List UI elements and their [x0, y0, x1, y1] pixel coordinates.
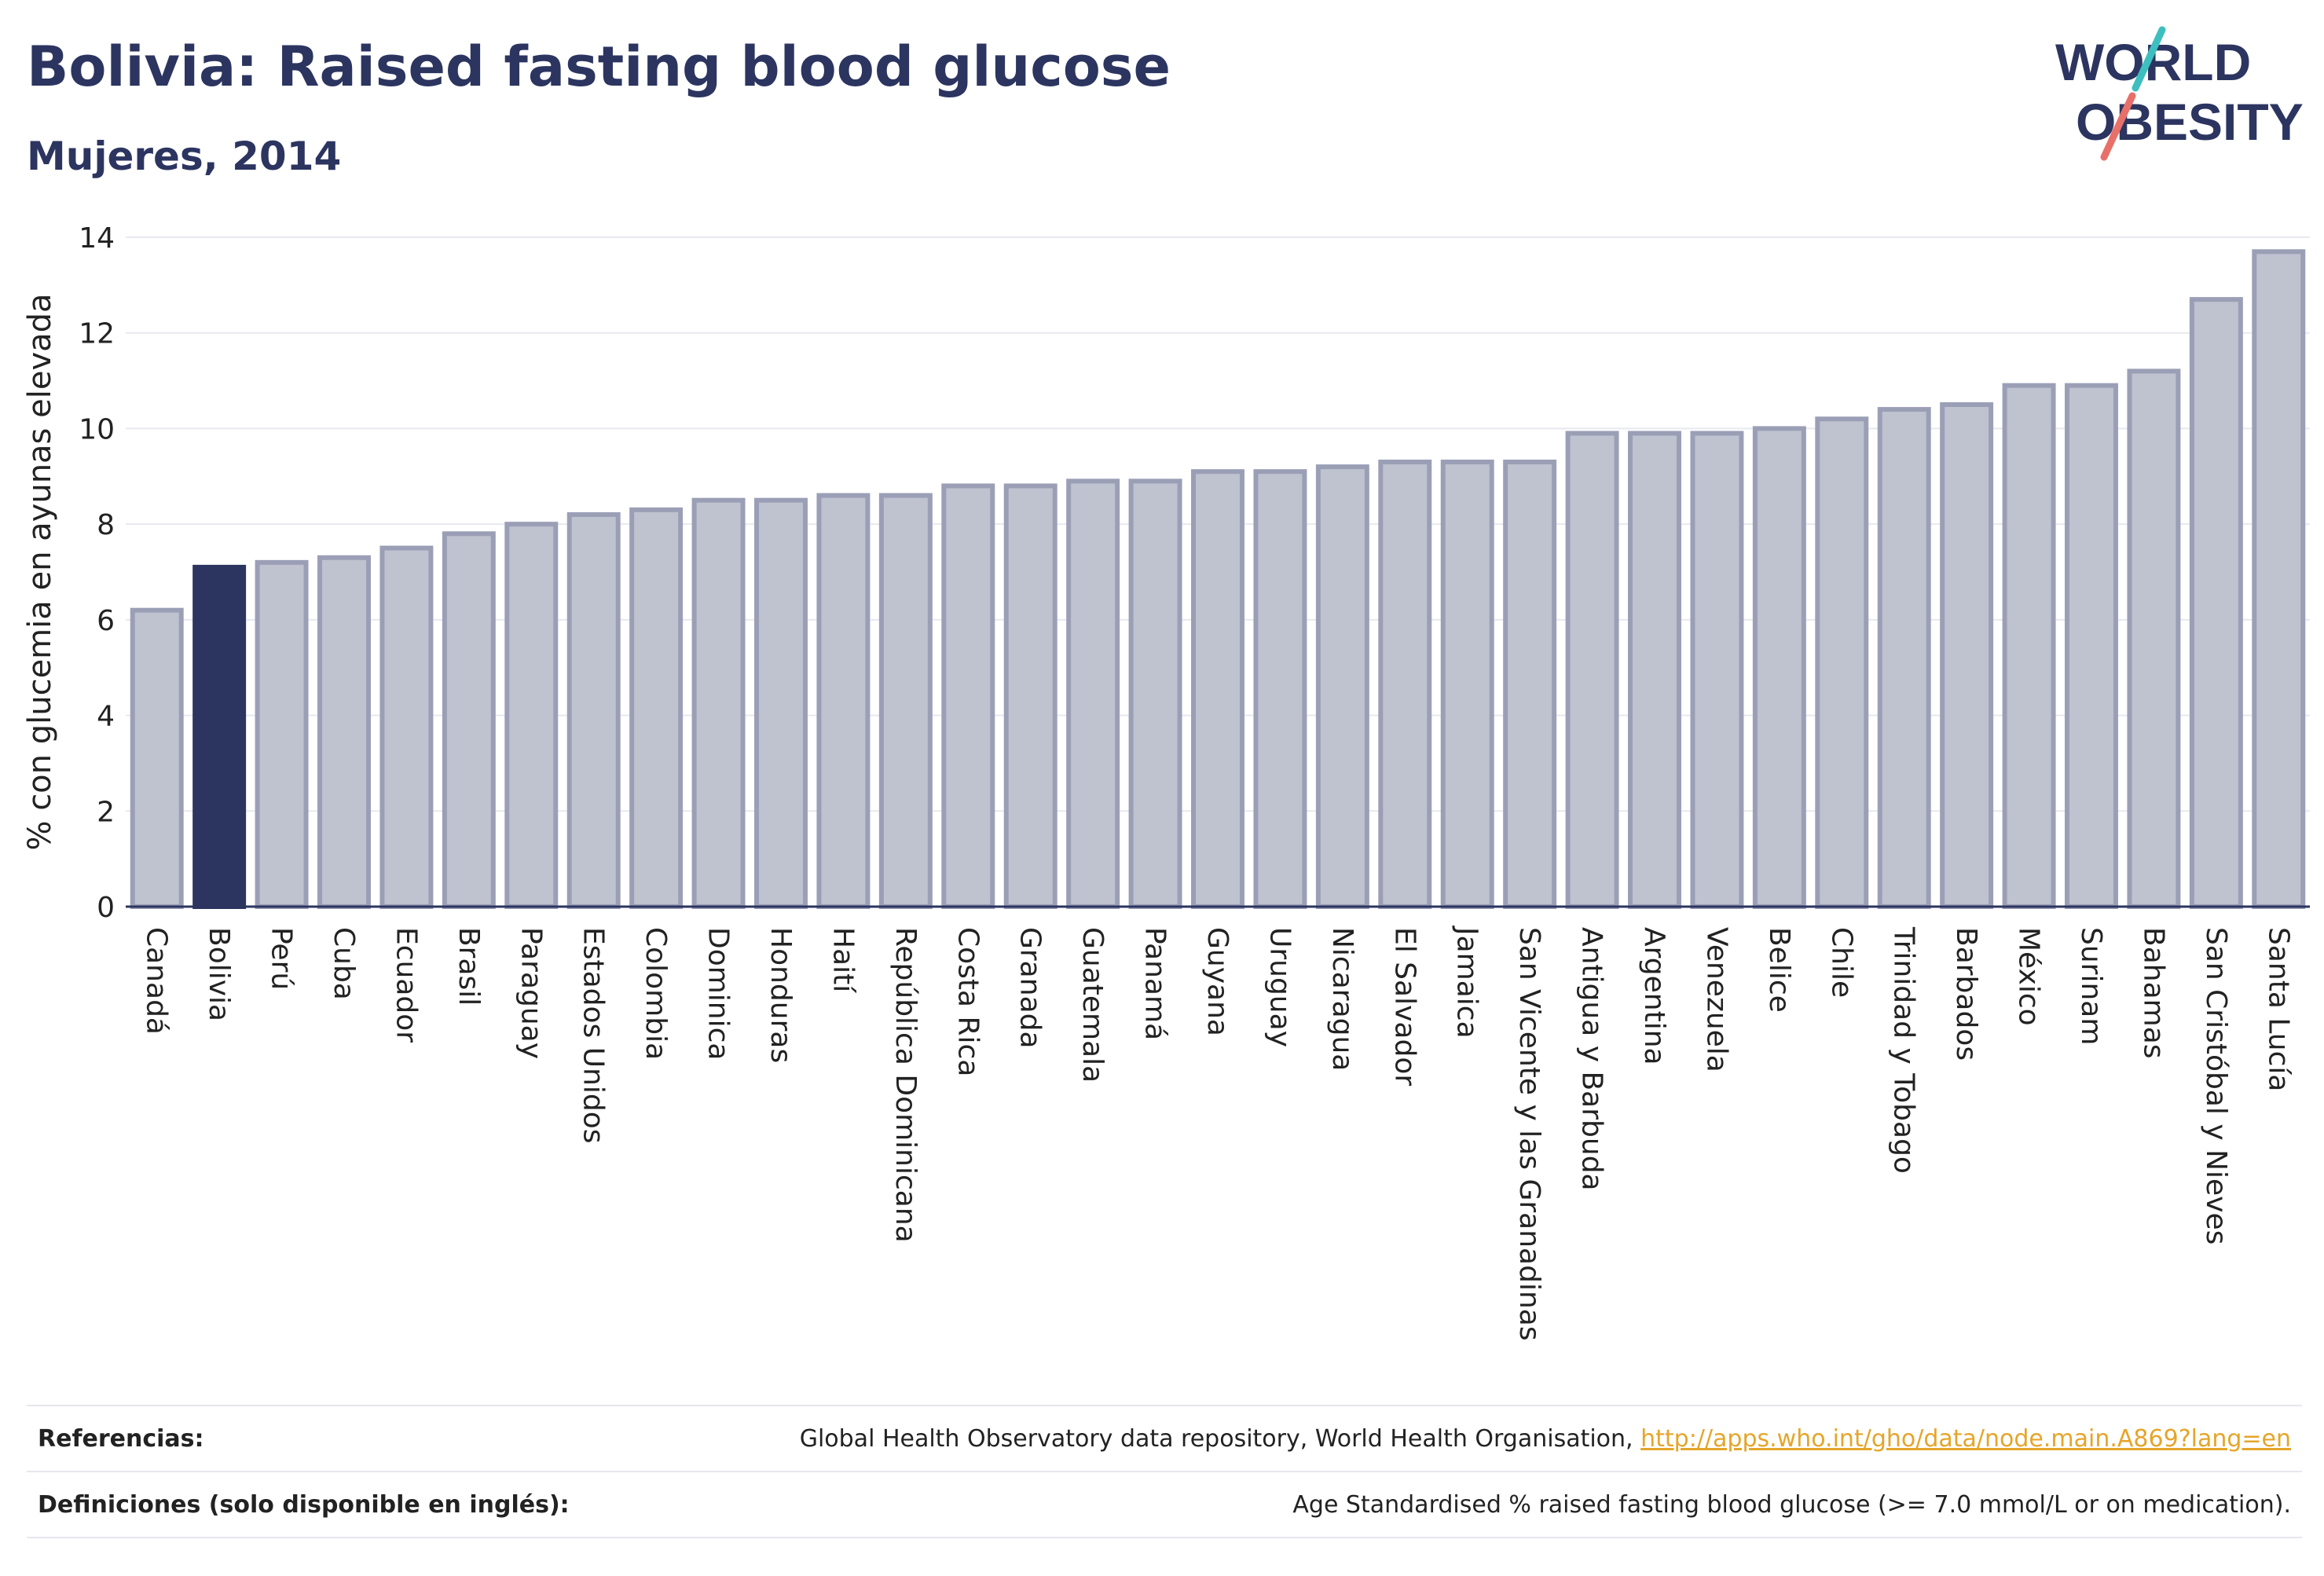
x-tick-label: Perú	[266, 927, 298, 990]
bar-granada[interactable]	[1003, 483, 1058, 909]
x-tick-label: Panamá	[1139, 927, 1171, 1040]
references-link[interactable]: http://apps.who.int/gho/data/node.main.A…	[1640, 1424, 2291, 1453]
x-tick-label: San Vicente y las Granadinas	[1513, 927, 1545, 1341]
bar-colombia[interactable]	[629, 507, 684, 910]
x-tick-label: Bahamas	[2137, 927, 2169, 1059]
bar-bolivia[interactable]	[192, 564, 247, 910]
y-tick-label: 6	[97, 605, 115, 637]
bar-brasil[interactable]	[442, 531, 496, 909]
x-tick-label: México	[2013, 927, 2045, 1026]
x-tick-label: Uruguay	[1263, 927, 1296, 1047]
bar-estados-unidos[interactable]	[566, 511, 621, 909]
bar-chart: 0 2 4 6 8 10 12 14 Canadá Bolivia Perú Cuba Ecuador…	[22, 222, 2310, 1341]
bar-surinam[interactable]	[2065, 383, 2118, 909]
x-tick-label: República Dominicana	[889, 927, 922, 1243]
y-tick-label: 2	[97, 796, 115, 828]
x-tick-label: Nicaragua	[1326, 927, 1358, 1071]
bar-canadá[interactable]	[130, 607, 184, 910]
bar-paraguay[interactable]	[504, 522, 559, 910]
bar-guyana[interactable]	[1191, 469, 1244, 909]
bar-costa-rica[interactable]	[941, 483, 995, 909]
chart-title: Bolivia: Raised fasting blood glucose	[27, 35, 1171, 99]
bar-venezuela[interactable]	[1690, 431, 1744, 909]
y-tick-label: 8	[97, 509, 115, 541]
bar-ecuador[interactable]	[379, 545, 434, 909]
bar-nicaragua[interactable]	[1315, 464, 1369, 909]
bar-jamaica[interactable]	[1440, 460, 1494, 909]
bar-argentina[interactable]	[1628, 431, 1681, 909]
x-tick-label: Dominica	[702, 927, 735, 1061]
bar-trinidad-y-tobago[interactable]	[1877, 407, 1931, 909]
y-tick-label: 4	[97, 701, 115, 733]
y-axis-ticks: 0 2 4 6 8 10 12 14	[79, 222, 115, 924]
x-tick-label: Ecuador	[390, 927, 422, 1043]
bar-bahamas[interactable]	[2127, 368, 2181, 909]
chart-subtitle: Mujeres, 2014	[27, 134, 342, 179]
bar-guatemala[interactable]	[1066, 478, 1120, 909]
definitions-label: Definiciones (solo disponible en inglés)…	[38, 1490, 570, 1519]
x-tick-label: Argentina	[1638, 927, 1670, 1065]
bar-santa-lucía[interactable]	[2252, 249, 2306, 909]
x-tick-label: San Cristóbal y Nieves	[2200, 927, 2232, 1244]
bar-haití[interactable]	[816, 493, 871, 909]
x-tick-label: Venezuela	[1700, 927, 1732, 1072]
x-tick-label: Brasil	[453, 927, 485, 1006]
x-tick-label: Granada	[1014, 927, 1047, 1049]
x-tick-label: Chile	[1825, 927, 1857, 998]
y-tick-label: 10	[79, 413, 115, 445]
x-tick-label: Paraguay	[515, 927, 547, 1059]
x-tick-label: Barbados	[1950, 927, 1982, 1061]
bar-el-salvador[interactable]	[1378, 460, 1432, 909]
world-obesity-logo: WORLD OBESITY	[2055, 26, 2304, 161]
bar-san-vicente-y-las-granadinas[interactable]	[1503, 460, 1557, 909]
bar-república-dominicana[interactable]	[878, 493, 933, 909]
logo-slash-bottom-icon	[2100, 92, 2136, 161]
bar-san-cristóbal-y-nieves[interactable]	[2189, 297, 2243, 910]
bars	[130, 249, 2306, 910]
references-row: Referencias: Global Health Observatory d…	[27, 1405, 2302, 1471]
bar-honduras[interactable]	[754, 497, 808, 909]
references-label: Referencias:	[38, 1424, 204, 1453]
x-tick-label: Santa Lucía	[2262, 927, 2294, 1091]
x-tick-label: Canadá	[141, 927, 173, 1035]
x-tick-label: Belice	[1763, 927, 1795, 1013]
y-axis-label: % con glucemia en ayunas elevada	[22, 293, 58, 850]
bar-méxico[interactable]	[2002, 383, 2056, 909]
y-tick-label: 12	[79, 318, 115, 350]
bar-belice[interactable]	[1752, 426, 1806, 909]
x-tick-label: Guatemala	[1076, 927, 1109, 1083]
x-tick-label: Surinam	[2075, 927, 2107, 1045]
x-axis-ticks: Canadá Bolivia Perú Cuba Ecuador Brasil Paragu…	[141, 925, 2295, 1341]
x-tick-label: Colombia	[640, 927, 672, 1060]
bar-dominica[interactable]	[691, 497, 746, 909]
bar-perú[interactable]	[255, 559, 309, 909]
references-text: Global Health Observatory data repositor…	[799, 1424, 1633, 1453]
x-tick-label: Costa Rica	[951, 927, 984, 1076]
x-tick-label: El Salvador	[1388, 927, 1420, 1086]
y-tick-label: 14	[79, 222, 115, 255]
bar-uruguay[interactable]	[1253, 469, 1307, 909]
definitions-row: Definiciones (solo disponible en inglés)…	[27, 1471, 2302, 1538]
x-tick-label: Bolivia	[203, 927, 235, 1021]
x-tick-label: Guyana	[1201, 927, 1233, 1036]
definitions-text: Age Standardised % raised fasting blood …	[1292, 1490, 2291, 1519]
x-tick-label: Honduras	[764, 927, 797, 1063]
bar-barbados[interactable]	[1940, 402, 1994, 909]
y-tick-label: 0	[97, 892, 115, 924]
x-tick-label: Cuba	[328, 927, 360, 1000]
bar-antigua-y-barbuda[interactable]	[1565, 431, 1619, 909]
bar-cuba[interactable]	[317, 555, 371, 909]
x-tick-label: Trinidad y Tobago	[1888, 926, 1920, 1174]
x-tick-label: Estados Unidos	[577, 927, 610, 1144]
x-tick-label: Jamaica	[1451, 925, 1483, 1039]
footer-table: Referencias: Global Health Observatory d…	[27, 1405, 2302, 1538]
x-tick-label: Haití	[827, 927, 859, 993]
bar-panamá[interactable]	[1128, 478, 1182, 909]
logo-slash-top-icon	[2132, 26, 2166, 92]
bar-chile[interactable]	[1815, 416, 1869, 909]
references-value: Global Health Observatory data repositor…	[800, 1425, 2302, 1453]
x-tick-label: Antigua y Barbuda	[1576, 927, 1608, 1191]
